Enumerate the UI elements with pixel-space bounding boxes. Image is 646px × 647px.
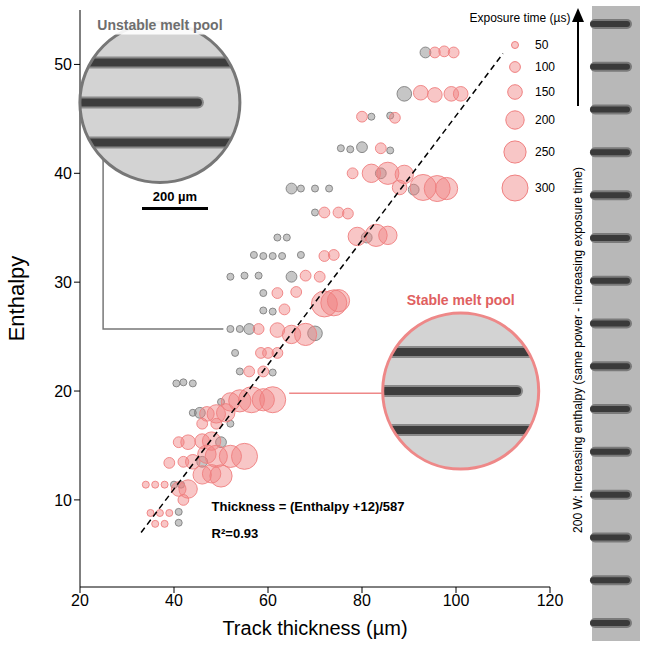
svg-text:20: 20 bbox=[54, 383, 72, 400]
svg-text:200 µm: 200 µm bbox=[153, 189, 197, 204]
svg-text:20: 20 bbox=[71, 592, 89, 609]
svg-text:60: 60 bbox=[259, 592, 277, 609]
svg-text:Stable melt pool: Stable melt pool bbox=[407, 292, 515, 308]
svg-text:300: 300 bbox=[535, 181, 555, 195]
svg-text:200: 200 bbox=[535, 113, 555, 127]
svg-text:100: 100 bbox=[535, 60, 555, 74]
svg-text:40: 40 bbox=[54, 165, 72, 182]
svg-text:R²=0.93: R²=0.93 bbox=[212, 526, 259, 541]
svg-text:10: 10 bbox=[54, 492, 72, 509]
svg-text:150: 150 bbox=[535, 85, 555, 99]
svg-text:Unstable melt pool: Unstable melt pool bbox=[97, 17, 222, 33]
svg-text:250: 250 bbox=[535, 145, 555, 159]
svg-text:Exposure time (µs): Exposure time (µs) bbox=[470, 11, 571, 25]
svg-text:80: 80 bbox=[353, 592, 371, 609]
svg-text:200 W: Increasing enthalpy (sa: 200 W: Increasing enthalpy (same power -… bbox=[571, 167, 585, 533]
svg-text:40: 40 bbox=[165, 592, 183, 609]
svg-text:100: 100 bbox=[443, 592, 470, 609]
svg-text:120: 120 bbox=[537, 592, 564, 609]
svg-text:50: 50 bbox=[535, 38, 549, 52]
svg-text:Enthalpy: Enthalpy bbox=[4, 256, 29, 342]
svg-text:Thickness = (Enthalpy +12)/587: Thickness = (Enthalpy +12)/587 bbox=[212, 499, 405, 514]
svg-text:Track thickness (µm): Track thickness (µm) bbox=[222, 617, 407, 639]
svg-text:30: 30 bbox=[54, 274, 72, 291]
svg-text:50: 50 bbox=[54, 56, 72, 73]
